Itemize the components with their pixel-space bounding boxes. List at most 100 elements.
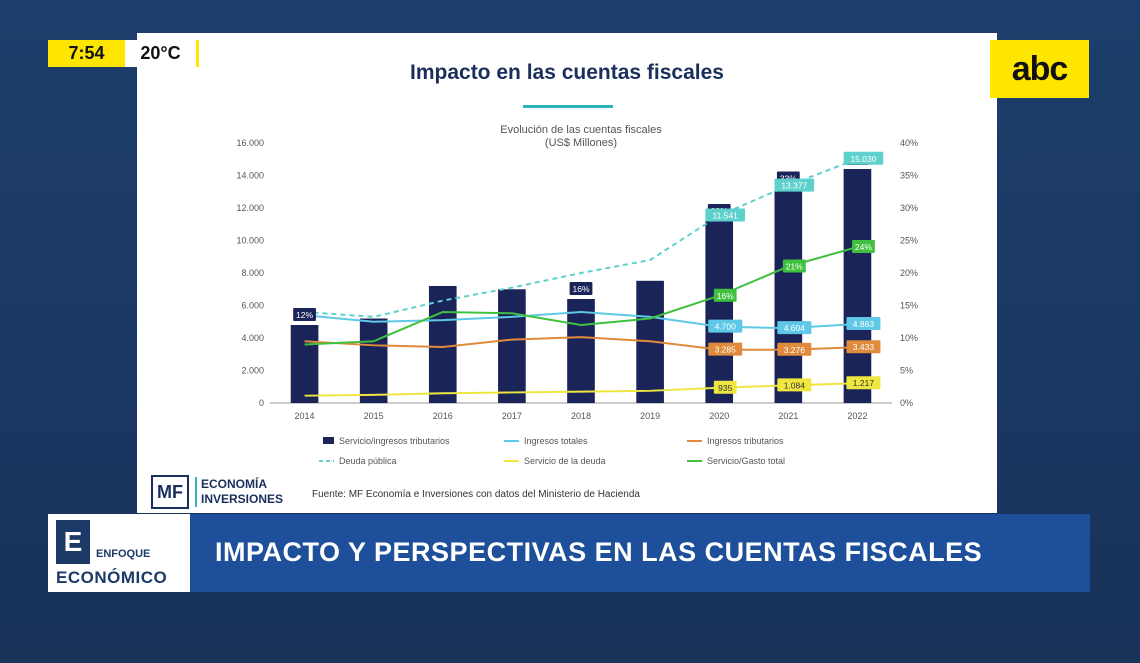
x-tick-label: 2015 <box>364 411 384 421</box>
y-left-tick: 4.000 <box>241 333 264 343</box>
y-left-tick: 10.000 <box>236 236 264 246</box>
data-label: 24% <box>855 242 872 252</box>
y-left-tick: 8.000 <box>241 268 264 278</box>
series-line <box>304 336 858 351</box>
series-line <box>304 310 858 330</box>
x-tick-label: 2017 <box>502 411 522 421</box>
x-tick-label: 2022 <box>847 411 867 421</box>
data-label: 1.084 <box>784 380 806 390</box>
channel-logo: abc <box>990 40 1089 98</box>
bar <box>774 188 803 403</box>
data-label: 935 <box>718 383 732 393</box>
program-logo: E ENFOQUE ECONÓMICO <box>48 514 190 592</box>
data-label-bg <box>708 319 743 333</box>
y-right-tick: 30% <box>900 203 918 213</box>
data-label-bg <box>846 376 881 390</box>
data-label-bg <box>782 259 806 273</box>
legend-label: Ingresos tributarios <box>707 436 784 446</box>
data-label: 1.217 <box>853 378 875 388</box>
y-right-tick: 5% <box>900 366 913 376</box>
data-label-bg <box>777 342 812 356</box>
data-label: 3.285 <box>715 345 737 355</box>
brand-line-2: INVERSIONES <box>201 492 284 506</box>
series-line <box>304 246 858 346</box>
fiscal-chart: Evolución de las cuentas fiscales(US$ Mi… <box>236 124 918 466</box>
y-right-tick: 10% <box>900 333 918 343</box>
chart-title: Evolución de las cuentas fiscales <box>500 124 662 136</box>
clock: 7:54 <box>48 40 125 67</box>
y-left-tick: 0 <box>259 398 264 408</box>
data-label: 4.700 <box>715 322 737 332</box>
y-left-tick: 16.000 <box>236 138 264 148</box>
data-label-bg <box>843 151 884 165</box>
y-right-tick: 35% <box>900 171 918 181</box>
data-label-bg <box>846 316 881 330</box>
data-label-bg <box>705 208 746 222</box>
y-left-tick: 14.000 <box>236 171 264 181</box>
y-right-tick: 40% <box>900 138 918 148</box>
series-line <box>304 157 858 318</box>
data-label-bg <box>708 342 743 356</box>
data-label: 3.433 <box>853 342 875 352</box>
data-label-bg <box>777 321 812 335</box>
data-label-bg <box>293 308 316 321</box>
brand-line-1: ECONOMÍA <box>201 477 267 491</box>
legend-label: Servicio/ingresos tributarios <box>339 436 450 446</box>
y-left-tick: 2.000 <box>241 366 264 376</box>
data-label: 33% <box>780 174 797 184</box>
data-label: 13.377 <box>781 181 807 191</box>
mf-logo: MF <box>151 475 189 509</box>
bar <box>843 169 872 403</box>
y-right-tick: 0% <box>900 398 913 408</box>
temperature: 20°C <box>125 40 199 67</box>
legend-label: Servicio de la deuda <box>524 456 606 466</box>
title-underline <box>523 105 613 108</box>
data-label: 4.863 <box>853 319 875 329</box>
data-label: 3.276 <box>784 345 806 355</box>
x-tick-label: 2019 <box>640 411 660 421</box>
data-label-bg <box>713 380 737 394</box>
headline: IMPACTO Y PERSPECTIVAS EN LAS CUENTAS FI… <box>215 537 983 567</box>
data-label-bg <box>713 288 737 302</box>
data-label: 16% <box>717 291 734 301</box>
data-label-bg <box>569 282 593 295</box>
bar <box>705 221 734 403</box>
bar <box>567 299 595 403</box>
y-right-tick: 15% <box>900 301 918 311</box>
data-label: 21% <box>786 262 803 272</box>
x-tick-label: 2021 <box>778 411 798 421</box>
data-label-bg <box>852 240 875 253</box>
slide-title: Impacto en las cuentas fiscales <box>410 61 724 84</box>
x-tick-label: 2018 <box>571 411 591 421</box>
bar <box>359 318 388 403</box>
data-label: 4.604 <box>784 323 806 333</box>
data-label-bg <box>846 340 881 354</box>
x-tick-label: 2020 <box>709 411 729 421</box>
legend-label: Ingresos totales <box>524 436 588 446</box>
data-label: 12% <box>296 310 313 320</box>
source-note: Fuente: MF Economía e Inversiones con da… <box>312 489 640 500</box>
lower-third: IMPACTO Y PERSPECTIVAS EN LAS CUENTAS FI… <box>190 514 1090 592</box>
data-label-bg <box>774 178 815 192</box>
data-label-bg <box>777 378 812 392</box>
bar <box>428 286 457 403</box>
program-logo-small: ENFOQUE <box>96 548 151 560</box>
program-logo-big: ECONÓMICO <box>56 568 168 587</box>
y-right-tick: 25% <box>900 236 918 246</box>
x-tick-label: 2016 <box>433 411 453 421</box>
bar <box>290 325 319 403</box>
brand-name: ECONOMÍA INVERSIONES <box>195 477 283 507</box>
y-left-tick: 12.000 <box>236 203 264 213</box>
data-label: 15.030 <box>850 154 876 164</box>
series-line <box>304 382 858 397</box>
bar <box>498 289 526 403</box>
legend-swatch <box>323 437 334 444</box>
y-left-tick: 6.000 <box>241 301 264 311</box>
slide: Impacto en las cuentas fiscales Evolució… <box>137 33 997 513</box>
data-label: 11.541 <box>713 210 739 220</box>
chart-subtitle: (US$ Millones) <box>545 137 617 149</box>
x-tick-label: 2014 <box>295 411 315 421</box>
data-label: 16% <box>572 284 589 294</box>
legend-label: Deuda pública <box>339 456 397 466</box>
y-right-tick: 20% <box>900 268 918 278</box>
